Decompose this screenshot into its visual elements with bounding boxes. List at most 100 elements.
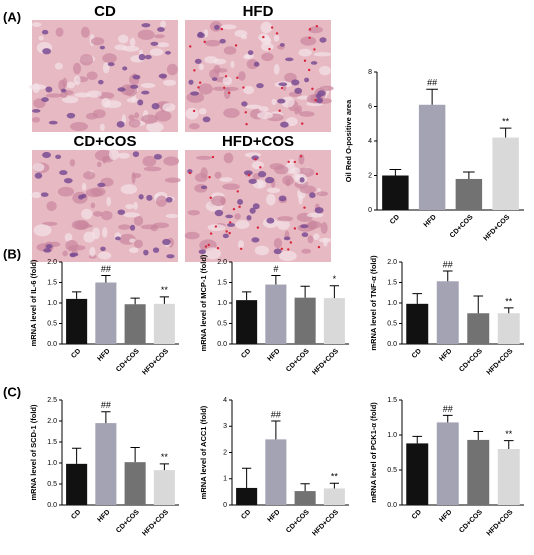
- bar: [124, 462, 146, 505]
- nucleus: [63, 177, 73, 184]
- bar: [382, 175, 409, 210]
- x-tick-label: CD+COS: [458, 509, 484, 535]
- bar: [294, 491, 316, 505]
- y-tick-label: 0.0: [217, 341, 227, 348]
- significance-label: **: [331, 472, 339, 482]
- y-tick-label: 0.0: [47, 502, 57, 509]
- error-bar: [300, 483, 310, 492]
- y-tick-label: 0.5: [47, 481, 57, 488]
- tissue-spot: [230, 60, 235, 69]
- tissue-spot: [31, 116, 41, 123]
- tissue-spot: [31, 22, 42, 28]
- tissue-spot: [184, 231, 200, 240]
- error-bar: [101, 275, 111, 283]
- tissue-spot: [93, 211, 103, 217]
- nucleus: [314, 207, 324, 214]
- tissue-spot: [117, 152, 130, 159]
- y-axis-label: mRNA level of SCD-1 (fold): [29, 404, 38, 500]
- lipid-droplet: [239, 247, 243, 250]
- y-tick-label: 0.0: [47, 341, 57, 348]
- tissue-spot: [62, 96, 79, 104]
- bar: [497, 313, 520, 344]
- error-bar: [271, 275, 281, 285]
- lipid-droplet: [307, 68, 311, 72]
- nucleus: [150, 41, 159, 46]
- x-tick-label: HFD+COS: [311, 509, 340, 538]
- nucleus: [116, 121, 125, 128]
- nucleus: [69, 253, 76, 258]
- nucleus: [277, 98, 286, 104]
- tissue-spot: [126, 97, 140, 103]
- error-bar: [426, 88, 438, 105]
- tissue-spot: [238, 71, 246, 81]
- lipid-droplet: [214, 225, 218, 228]
- nucleus: [188, 79, 194, 85]
- nucleus: [300, 224, 309, 229]
- nucleus: [59, 170, 68, 176]
- lipid-droplet: [203, 40, 206, 44]
- nucleus: [132, 151, 140, 158]
- image-label: HFD+COS: [222, 133, 294, 150]
- x-tick-label: CD+COS: [285, 348, 311, 374]
- error-bar: [412, 435, 423, 444]
- tissue-spot: [32, 162, 45, 172]
- nucleus: [252, 203, 260, 210]
- tissue-spot: [38, 35, 44, 41]
- tissue-spot: [149, 48, 164, 56]
- nucleus: [132, 74, 141, 80]
- lipid-droplet: [303, 206, 306, 209]
- tissue-spot: [166, 63, 178, 76]
- bar: [236, 300, 258, 344]
- nucleus: [246, 215, 252, 221]
- lipid-droplet: [228, 231, 231, 235]
- tissue-spot: [90, 202, 96, 209]
- x-tick-label: HFD: [438, 348, 453, 363]
- tissue-spot: [308, 26, 323, 34]
- lipid-droplet: [209, 232, 213, 235]
- significance-label: **: [161, 285, 169, 295]
- bar: [95, 282, 117, 344]
- y-tick-label: 1.0: [387, 300, 397, 307]
- lipid-droplet: [287, 160, 290, 163]
- tissue-spot: [118, 224, 131, 230]
- nucleus: [309, 192, 316, 199]
- tissue-spot: [209, 68, 220, 80]
- nucleus: [166, 254, 175, 259]
- error-bar: [130, 446, 140, 463]
- tissue-spot: [220, 196, 226, 206]
- x-tick-label: CD: [411, 509, 423, 521]
- nucleus: [97, 182, 106, 188]
- tissue-spot: [120, 184, 138, 195]
- nucleus: [265, 176, 275, 184]
- tissue-spot: [134, 112, 140, 119]
- nucleus: [279, 43, 285, 47]
- y-tick-label: 0: [368, 207, 372, 214]
- tissue-spot: [70, 121, 88, 132]
- nucleus: [98, 79, 104, 85]
- tissue-spot: [319, 65, 331, 76]
- bar: [124, 304, 146, 344]
- nucleus: [43, 248, 52, 253]
- nucleus: [141, 23, 151, 28]
- bar: [66, 298, 88, 344]
- nucleus: [225, 214, 234, 219]
- tissue-spot: [258, 106, 269, 113]
- error-bar: [442, 414, 453, 423]
- error-bar: [499, 127, 512, 138]
- tissue-spot: [223, 46, 237, 55]
- significance-label: **: [161, 452, 169, 462]
- significance-label: #: [273, 264, 278, 274]
- lipid-droplet: [313, 48, 316, 51]
- lipid-droplet: [224, 75, 228, 78]
- tissue-spot: [287, 159, 296, 165]
- y-tick-label: 1.0: [387, 432, 397, 439]
- x-tick-label: CD: [70, 348, 82, 360]
- nucleus: [251, 155, 259, 161]
- y-tick-label: 0.0: [387, 341, 397, 348]
- nucleus: [222, 233, 229, 239]
- lipid-droplet: [256, 226, 260, 229]
- tissue-spot: [91, 37, 105, 46]
- error-bar: [503, 307, 514, 314]
- tissue-spot: [266, 187, 281, 194]
- lipid-droplet: [225, 230, 228, 233]
